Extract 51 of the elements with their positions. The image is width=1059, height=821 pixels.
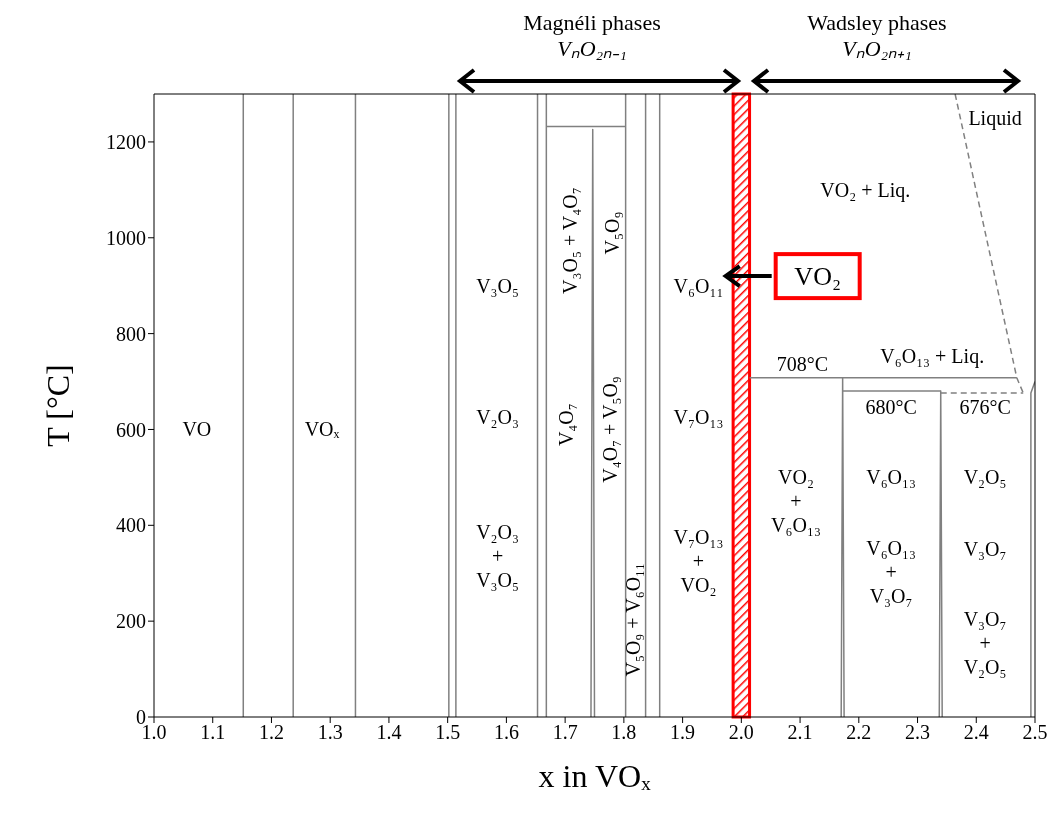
y-tick-label: 400 xyxy=(116,514,146,537)
x-tick-label: 2.3 xyxy=(905,721,931,744)
x-tick-label: 1.9 xyxy=(670,721,696,744)
annotation: V₃O₇ xyxy=(963,538,1007,561)
x-tick-label: 1.2 xyxy=(258,721,284,744)
x-tick-label: 2.1 xyxy=(787,721,813,744)
y-axis-title: T [°C] xyxy=(40,364,77,447)
y-tick-label: 1000 xyxy=(106,226,146,249)
annotation: VO₂ xyxy=(794,261,841,291)
annotation: V₇O₁₃ + VO₂ xyxy=(673,526,724,597)
x-tick-label: 1.4 xyxy=(376,721,402,744)
y-tick-label: 200 xyxy=(116,610,146,633)
annotation: 676°C xyxy=(959,395,1011,418)
annotation: VO₂ + V₆O₁₃ xyxy=(771,466,821,537)
text: Wadsley phases VₙO₂ₙ₊₁ xyxy=(807,10,947,61)
annotation: V₂O₃ + V₃O₅ xyxy=(476,521,520,592)
y-tick-label: 600 xyxy=(116,418,146,441)
annotation: 708°C xyxy=(776,352,829,375)
annotation: VO xyxy=(182,418,212,441)
annotation: V₂O₅ xyxy=(963,466,1007,489)
annotation: V₃O₇ + V₂O₅ xyxy=(963,607,1007,678)
text: Magnéli phases VₙO₂ₙ₋₁ xyxy=(523,10,661,61)
annotation: VO₂ + Liq. xyxy=(820,178,911,202)
x-tick-label: 2.0 xyxy=(728,721,754,744)
annotation: V₆O₁₃ xyxy=(866,466,917,489)
annotation: V₄O₇ + V₅O₉ xyxy=(598,376,621,483)
annotation: VOₓ xyxy=(304,418,340,441)
annotation: V₂O₃ xyxy=(476,406,520,429)
annotation: V₆O₁₃ + V₃O₇ xyxy=(866,536,917,607)
annotation: V₆O₁₃ + Liq. xyxy=(880,345,985,369)
y-tick-label: 1200 xyxy=(106,131,146,154)
annotation: V₆O₁₁ xyxy=(673,274,724,297)
annotation: V₄O₇ xyxy=(554,403,577,447)
x-tick-label: 1.7 xyxy=(552,721,578,744)
x-tick-label: 2.4 xyxy=(963,721,989,744)
x-tick-label: 1.3 xyxy=(317,721,343,744)
annotation: V₇O₁₃ xyxy=(673,406,724,429)
annotation: V₅O₉ + V₆O₁₁ xyxy=(622,562,645,677)
y-tick-label: 800 xyxy=(116,322,146,345)
annotation: V₅O₉ xyxy=(600,211,623,255)
annotation: V₃O₅ + V₄O₇ xyxy=(559,187,582,294)
x-tick-label: 1.6 xyxy=(493,721,519,744)
annotation: Liquid xyxy=(968,106,1022,130)
x-tick-label: 1.1 xyxy=(200,721,226,744)
x-tick-label: 2.2 xyxy=(846,721,872,744)
x-tick-label: 1.5 xyxy=(435,721,461,744)
x-axis-title: x in VOₓ xyxy=(538,758,652,794)
annotation: 680°C xyxy=(865,395,917,418)
annotation: V₃O₅ xyxy=(476,274,520,297)
x-tick-label: 2.5 xyxy=(1022,721,1048,744)
x-tick-label: 1.8 xyxy=(611,721,637,744)
